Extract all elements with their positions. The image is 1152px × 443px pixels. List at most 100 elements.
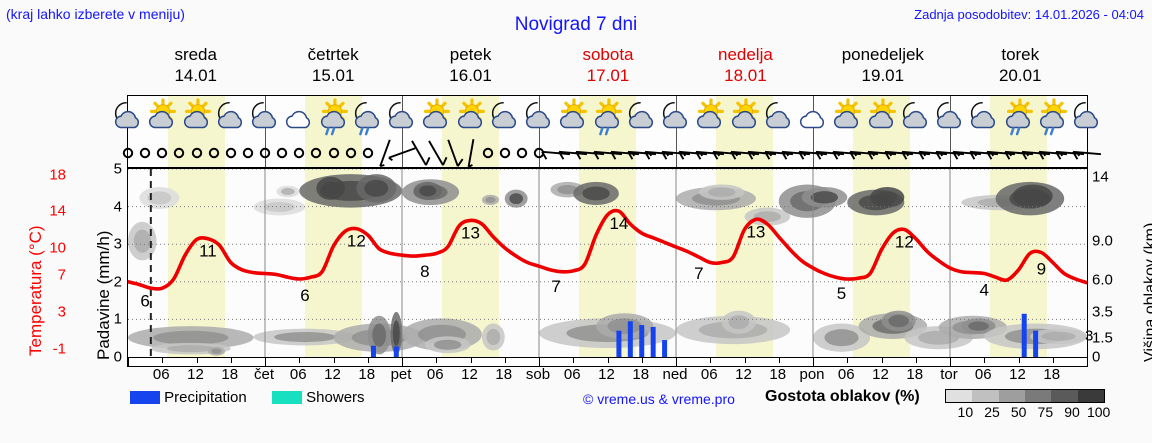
density-swatch-100 bbox=[1077, 390, 1104, 402]
credit-link[interactable]: © vreme.us & vreme.pro bbox=[583, 391, 735, 407]
wind-barb bbox=[435, 139, 471, 167]
weather-icon-cloud bbox=[794, 98, 832, 138]
wind-barb bbox=[1018, 139, 1054, 167]
x-tick-label: čet bbox=[253, 366, 275, 383]
x-tick-label: 18 bbox=[221, 366, 239, 383]
weather-icon-sun-cloud bbox=[726, 98, 764, 138]
x-tick bbox=[196, 358, 198, 363]
day-name: nedelja bbox=[717, 45, 773, 64]
x-tick-label: 18 bbox=[906, 366, 924, 383]
temperature-axis-title-text: Temperatura (°C) bbox=[26, 225, 45, 356]
day-name: torek bbox=[1001, 45, 1040, 64]
x-tick bbox=[470, 358, 472, 363]
x-tick bbox=[744, 358, 746, 363]
cloud-blob-core bbox=[707, 187, 736, 197]
cloud-blob-core bbox=[433, 339, 462, 350]
wind-barb bbox=[983, 139, 1019, 167]
day-name: sreda bbox=[174, 45, 217, 64]
wind-barb bbox=[829, 139, 865, 167]
wind-barb bbox=[247, 139, 283, 167]
temperature-label: 6 bbox=[300, 286, 309, 305]
cloud-blob-core bbox=[364, 179, 389, 197]
wind-barb bbox=[213, 139, 249, 167]
weather-icon-moon-cloud bbox=[897, 98, 935, 138]
precipitation-bar bbox=[1033, 330, 1039, 357]
x-tick-label: sob bbox=[525, 366, 551, 383]
temperature-label: 12 bbox=[895, 233, 914, 252]
x-tick-label: 18 bbox=[632, 366, 650, 383]
x-tick-label: 06 bbox=[426, 366, 444, 383]
precipitation-axis-title-text: Padavine (mm/h) bbox=[94, 230, 113, 360]
density-tick-50: 50 bbox=[1010, 404, 1027, 420]
weather-icon-moon-cloud bbox=[931, 98, 969, 138]
weather-icon-sun-cloud bbox=[178, 98, 216, 138]
wind-barb bbox=[418, 139, 454, 167]
x-tick-label: 12 bbox=[1009, 366, 1026, 383]
plot-canvas: 6 11 6 12 8 13 7 14 7 13 5 12 4 9 bbox=[128, 169, 1087, 357]
cloud-blob-core bbox=[419, 185, 437, 197]
x-tick-label: 12 bbox=[598, 366, 615, 383]
weather-icon-moon-cloud-rain bbox=[349, 98, 387, 138]
wind-barb bbox=[281, 139, 317, 167]
cloud-blob-core bbox=[322, 181, 340, 196]
wind-barb bbox=[761, 139, 797, 167]
x-tick bbox=[573, 358, 575, 363]
x-axis bbox=[127, 358, 1088, 367]
temperature-axis-title: Temperatura (°C) bbox=[6, 170, 45, 356]
x-tick-label: 18 bbox=[1043, 366, 1061, 383]
wind-barb bbox=[316, 139, 352, 167]
precipitation-bar bbox=[650, 326, 656, 357]
wind-barb bbox=[1001, 139, 1037, 167]
cloud-density-ticks: 10 25 50 75 90 100 bbox=[938, 404, 1114, 420]
x-tick bbox=[710, 358, 712, 363]
day-header-band: sreda 14.01 četrtek 15.01 petek 16.01 sobota 17… bbox=[127, 44, 1089, 90]
weather-icon-moon-cloud bbox=[657, 98, 695, 138]
day-name: sobota bbox=[582, 45, 634, 64]
cloud-blob-core bbox=[485, 196, 496, 203]
temperature-label: 14 bbox=[609, 214, 628, 233]
day-separator bbox=[539, 139, 540, 167]
x-tick bbox=[265, 358, 266, 367]
x-tick bbox=[778, 358, 780, 363]
day-date: 17.01 bbox=[586, 66, 630, 85]
wind-barb bbox=[196, 139, 232, 167]
cloud-blob-core bbox=[372, 323, 387, 347]
x-tick bbox=[230, 358, 232, 363]
cloud-blob-core bbox=[968, 321, 989, 331]
weather-icon-sun-cloud-rain bbox=[589, 98, 627, 138]
wind-barb bbox=[607, 139, 643, 167]
x-tick-label: 06 bbox=[837, 366, 855, 383]
x-axis-labels: 06 12 18 čet 06 12 18 pet 06 12 18 sob 06 12 18 ned 06 12… bbox=[127, 366, 1088, 384]
weather-icon-sun-cloud bbox=[554, 98, 592, 138]
x-tick-label: 06 bbox=[700, 366, 718, 383]
weather-icon-moon-cloud bbox=[1068, 98, 1106, 138]
day-name: ponedeljek bbox=[841, 45, 924, 64]
temperature-label: 6 bbox=[140, 292, 149, 311]
density-tick-10: 10 bbox=[957, 404, 974, 420]
wind-barb bbox=[161, 139, 197, 167]
temperature-label: 5 bbox=[837, 284, 846, 303]
weather-icon-sun-cloud bbox=[828, 98, 866, 138]
wind-barb bbox=[898, 139, 934, 167]
day-date: 18.01 bbox=[724, 66, 767, 85]
wind-barb bbox=[487, 139, 523, 167]
x-tick bbox=[539, 358, 540, 367]
density-tick-25: 25 bbox=[984, 404, 1000, 420]
x-tick bbox=[402, 358, 403, 367]
day-date: 19.01 bbox=[861, 66, 905, 85]
wind-barb bbox=[333, 139, 369, 167]
weather-icon-moon-cloud bbox=[486, 98, 524, 138]
x-tick bbox=[676, 358, 677, 367]
temperature-label: 11 bbox=[199, 242, 217, 261]
temperature-label: 13 bbox=[746, 222, 765, 241]
x-tick-label: tor bbox=[940, 366, 958, 383]
weather-icon-sun-cloud bbox=[143, 98, 181, 138]
cloud-blob-core bbox=[824, 329, 859, 347]
x-tick bbox=[299, 358, 301, 363]
cloud-blob-core bbox=[147, 191, 172, 205]
wind-barb-strip bbox=[122, 139, 1102, 168]
wind-barb bbox=[1069, 139, 1105, 167]
precipitation-bar bbox=[616, 330, 622, 357]
weather-icon-moon-cloud bbox=[965, 98, 1003, 138]
wind-barb bbox=[572, 139, 608, 167]
